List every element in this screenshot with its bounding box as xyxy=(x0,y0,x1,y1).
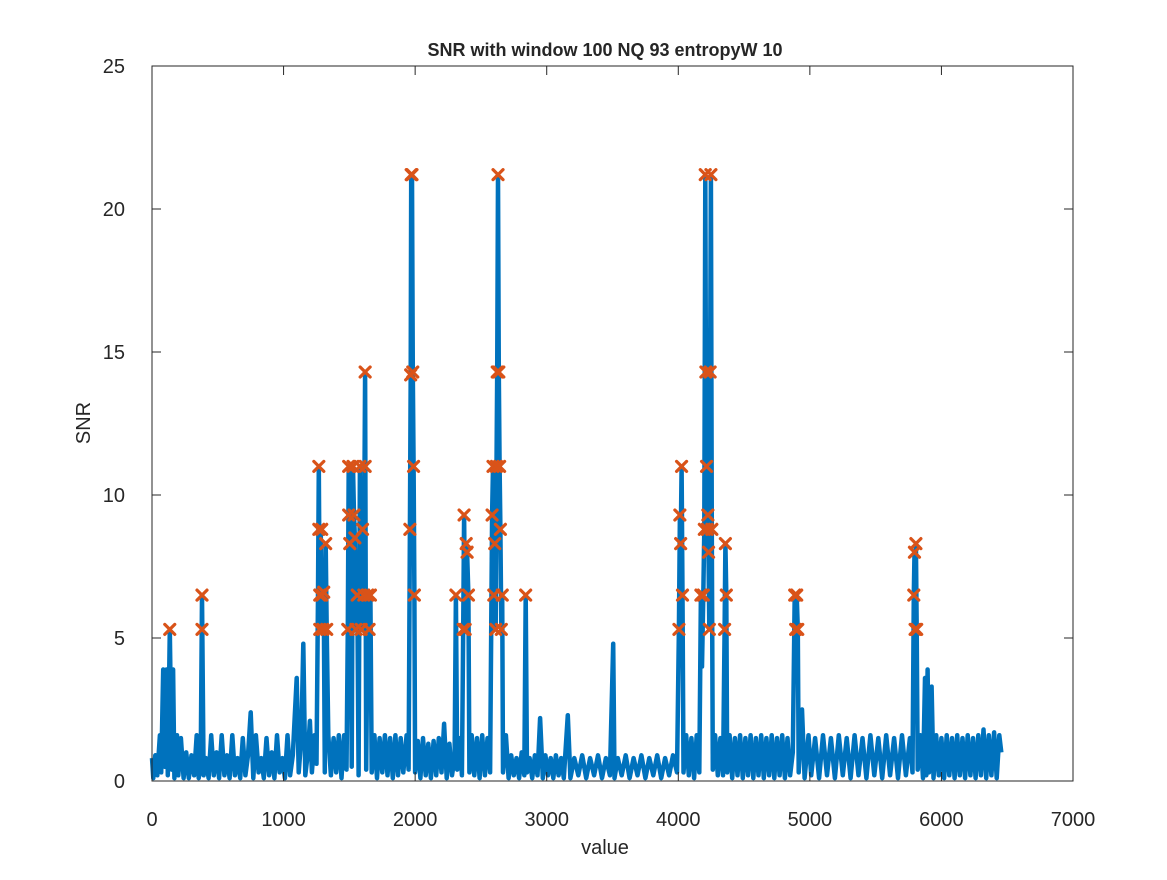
peak-marker xyxy=(315,522,329,536)
chart-title: SNR with window 100 NQ 93 entropyW 10 xyxy=(427,40,782,60)
peak-marker xyxy=(358,459,372,473)
peak-marker xyxy=(407,588,421,602)
x-axis-label: value xyxy=(581,837,629,859)
peak-marker xyxy=(492,365,506,379)
peak-marker xyxy=(461,588,476,602)
peak-marker xyxy=(674,459,689,473)
y-tick-label: 5 xyxy=(114,628,125,650)
peak-marker xyxy=(406,459,421,473)
peak-marker xyxy=(674,537,688,551)
peak-marker xyxy=(489,459,504,473)
y-tick-label: 15 xyxy=(103,342,125,364)
peak-marker xyxy=(319,537,333,551)
peak-marker xyxy=(485,508,499,522)
peak-marker xyxy=(449,588,463,602)
peak-marker xyxy=(495,588,509,602)
peak-marker xyxy=(355,522,370,536)
x-tick-label: 6000 xyxy=(919,809,964,831)
axes-layer: 0 1000 2000 3000 4000 5000 6000 7000 0 5 10 15 20 25 xyxy=(103,56,1096,831)
peak-marker xyxy=(694,588,708,602)
peak-marker xyxy=(907,588,921,602)
peak-marker xyxy=(488,537,502,551)
peak-marker xyxy=(718,537,732,551)
peak-marker xyxy=(704,168,718,182)
x-tick-label: 7000 xyxy=(1051,809,1096,831)
peak-marker xyxy=(672,622,686,637)
peak-marker xyxy=(163,622,177,637)
peak-marker xyxy=(493,459,507,473)
y-tick-label: 25 xyxy=(103,56,125,78)
peak-marker xyxy=(699,365,713,379)
peak-marker xyxy=(312,459,326,473)
peak-marker xyxy=(458,622,472,637)
peak-marker xyxy=(790,588,804,602)
peak-marker xyxy=(320,622,334,637)
peak-marker xyxy=(675,588,690,602)
peak-markers xyxy=(163,168,924,637)
peak-marker xyxy=(312,522,326,536)
peak-marker xyxy=(363,588,378,602)
peak-marker xyxy=(358,365,372,379)
peak-marker xyxy=(342,459,356,473)
y-tick-label: 10 xyxy=(103,485,125,507)
x-tick-label: 3000 xyxy=(524,809,569,831)
peak-marker xyxy=(491,168,505,182)
peak-marker xyxy=(362,622,376,637)
peak-marker xyxy=(460,545,474,559)
peak-marker xyxy=(719,588,733,602)
snr-line xyxy=(149,172,1004,781)
y-tick-label: 0 xyxy=(114,771,125,793)
x-tick-label: 2000 xyxy=(393,809,438,831)
peak-marker xyxy=(493,522,508,536)
peak-marker xyxy=(699,459,714,473)
peak-marker xyxy=(403,522,417,536)
peak-marker xyxy=(195,622,209,637)
peak-marker xyxy=(406,365,420,379)
peak-marker xyxy=(909,537,923,551)
peak-marker xyxy=(701,508,715,522)
peak-marker xyxy=(696,588,710,602)
peak-marker xyxy=(791,622,805,637)
axes-box xyxy=(151,65,1074,782)
peak-marker xyxy=(673,508,687,522)
peak-marker xyxy=(457,508,471,522)
peak-marker xyxy=(705,522,719,536)
peak-marker xyxy=(361,588,375,602)
peak-marker xyxy=(702,622,716,637)
x-tick-label: 0 xyxy=(146,809,157,831)
peak-marker xyxy=(405,168,419,182)
y-tick-label: 20 xyxy=(103,199,125,221)
x-tick-label: 4000 xyxy=(656,809,701,831)
peak-marker xyxy=(347,508,361,522)
peak-marker xyxy=(316,622,330,637)
peak-marker xyxy=(195,588,209,602)
x-tick-label: 1000 xyxy=(261,809,306,831)
peak-marker xyxy=(701,545,716,559)
peak-marker xyxy=(494,622,508,637)
x-tick-label: 5000 xyxy=(788,809,833,831)
peak-marker xyxy=(703,365,717,379)
y-axis-label: SNR xyxy=(73,402,95,444)
peak-marker xyxy=(717,622,732,637)
peak-marker xyxy=(910,622,924,637)
peak-marker xyxy=(519,588,533,602)
series-layer xyxy=(149,168,1004,781)
peak-marker xyxy=(317,585,331,599)
